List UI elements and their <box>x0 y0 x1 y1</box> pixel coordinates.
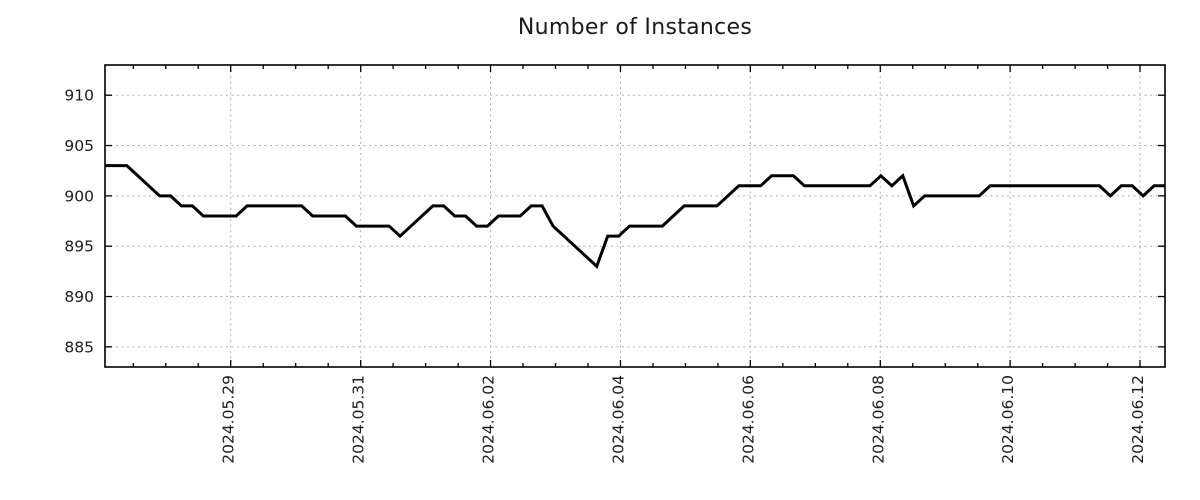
x-tick-label: 2024.06.08 <box>869 375 887 464</box>
x-tick-label: 2024.05.29 <box>220 375 238 464</box>
x-tick-label: 2024.06.12 <box>1129 375 1147 464</box>
y-tick-label: 900 <box>64 187 94 205</box>
grid-lines <box>105 65 1165 367</box>
plot-frame <box>104 64 1166 368</box>
axis-labels: 885 890 895 900 905 910 2024.05.29 2024.05.31 20… <box>64 87 1147 464</box>
axis-ticks <box>105 65 1165 367</box>
x-tick-label: 2024.05.31 <box>350 375 368 464</box>
x-tick-label: 2024.06.04 <box>609 375 627 464</box>
x-tick-label: 2024.06.02 <box>480 375 498 464</box>
y-tick-label: 890 <box>64 288 94 306</box>
y-tick-label: 885 <box>64 338 94 356</box>
chart-title: Number of Instances <box>517 15 753 40</box>
y-tick-label: 895 <box>64 238 94 256</box>
data-line <box>105 164 1165 269</box>
y-tick-label: 910 <box>64 87 94 105</box>
x-tick-label: 2024.06.06 <box>739 375 757 464</box>
y-tick-label: 905 <box>64 137 94 155</box>
x-tick-label: 2024.06.10 <box>999 375 1017 464</box>
